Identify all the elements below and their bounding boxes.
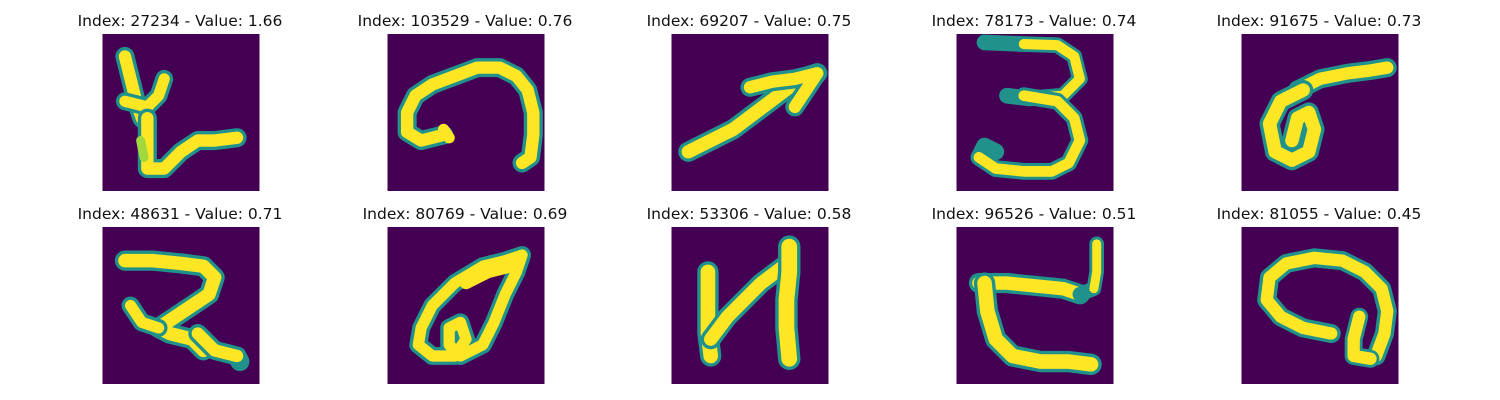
panel-title: Index: 27234 - Value: 1.66 <box>77 12 283 30</box>
panel-title: Index: 69207 - Value: 0.75 <box>646 12 852 30</box>
panel-title: Index: 96526 - Value: 0.51 <box>931 205 1137 223</box>
panel-title: Index: 78173 - Value: 0.74 <box>931 12 1137 30</box>
digit-image <box>956 34 1114 191</box>
digit-image <box>102 34 260 191</box>
digit-image <box>671 227 829 384</box>
panel-title: Index: 53306 - Value: 0.58 <box>646 205 852 223</box>
digit-image <box>1241 34 1399 191</box>
digit-image <box>387 34 545 191</box>
digit-image <box>1241 227 1399 384</box>
digit-image <box>671 34 829 191</box>
panel-title: Index: 80769 - Value: 0.69 <box>362 205 568 223</box>
panel-title: Index: 81055 - Value: 0.45 <box>1216 205 1422 223</box>
panel-title: Index: 103529 - Value: 0.76 <box>357 12 573 30</box>
digit-image <box>387 227 545 384</box>
digit-image <box>102 227 260 384</box>
digit-image <box>956 227 1114 384</box>
panel-title: Index: 48631 - Value: 0.71 <box>77 205 283 223</box>
panel-title: Index: 91675 - Value: 0.73 <box>1216 12 1422 30</box>
